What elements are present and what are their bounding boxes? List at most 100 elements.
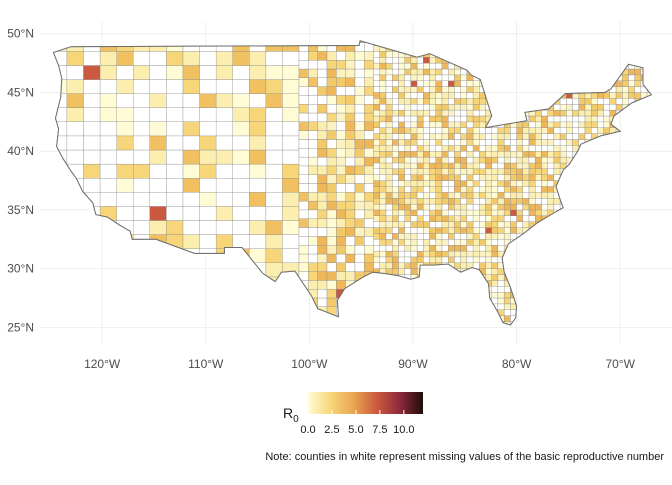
county	[622, 139, 629, 146]
county	[317, 165, 328, 175]
county	[628, 86, 635, 93]
county	[282, 248, 300, 263]
county	[454, 291, 461, 299]
county	[392, 321, 399, 326]
county	[166, 276, 184, 292]
county	[572, 62, 579, 70]
county	[441, 104, 449, 111]
county	[410, 291, 418, 299]
county	[622, 309, 629, 316]
county	[578, 151, 586, 158]
county	[479, 280, 486, 287]
county	[541, 239, 548, 246]
county	[485, 40, 492, 46]
county	[640, 109, 648, 117]
county	[516, 215, 523, 222]
county	[423, 250, 430, 258]
county	[385, 245, 393, 252]
county	[423, 198, 430, 205]
county	[373, 92, 380, 99]
county	[547, 162, 555, 169]
county	[485, 86, 492, 93]
county	[336, 148, 346, 158]
county	[628, 139, 635, 146]
county	[535, 315, 542, 322]
county	[336, 218, 346, 228]
county	[566, 198, 573, 205]
county	[466, 133, 474, 140]
county	[528, 156, 536, 164]
county	[615, 256, 623, 263]
county	[116, 234, 134, 249]
county	[373, 250, 380, 258]
county	[504, 198, 511, 205]
county	[199, 248, 217, 263]
county	[634, 209, 642, 216]
county	[646, 303, 652, 310]
county	[603, 40, 610, 46]
county	[479, 62, 486, 70]
county	[522, 145, 530, 152]
county	[392, 291, 399, 299]
county	[479, 203, 486, 211]
county	[479, 156, 486, 164]
county	[497, 268, 505, 275]
county	[410, 121, 418, 128]
county	[566, 68, 573, 76]
county	[460, 280, 467, 287]
county	[584, 315, 592, 322]
county	[385, 121, 393, 128]
county	[622, 121, 629, 128]
county	[491, 221, 499, 228]
county	[591, 115, 598, 123]
county	[634, 151, 642, 158]
county	[83, 149, 101, 165]
county	[572, 127, 579, 134]
county	[472, 192, 480, 199]
county	[385, 227, 393, 234]
county	[553, 121, 561, 128]
county	[640, 221, 648, 228]
county	[66, 93, 84, 108]
county	[504, 145, 511, 152]
county	[354, 68, 365, 78]
county	[345, 297, 356, 307]
county	[265, 40, 283, 52]
county	[373, 297, 380, 305]
county	[265, 319, 283, 326]
county	[454, 297, 461, 305]
county	[584, 51, 592, 58]
county	[215, 65, 233, 80]
county	[615, 215, 623, 222]
county	[660, 192, 666, 198]
county	[364, 121, 374, 131]
county	[622, 74, 629, 81]
county	[559, 109, 567, 117]
county	[466, 127, 474, 134]
county	[385, 233, 393, 240]
county	[541, 68, 548, 76]
county	[559, 321, 567, 326]
county	[410, 297, 418, 305]
county	[410, 286, 418, 293]
county	[491, 315, 499, 322]
county	[416, 62, 424, 70]
county	[597, 274, 604, 281]
county	[578, 262, 586, 269]
county	[591, 198, 598, 205]
county	[66, 304, 84, 320]
county	[429, 186, 436, 193]
county	[542, 327, 548, 333]
county	[497, 180, 505, 187]
county	[416, 186, 424, 193]
county	[559, 98, 567, 105]
county	[326, 227, 337, 237]
county	[497, 209, 505, 216]
county	[528, 104, 536, 111]
county	[466, 51, 474, 58]
county	[404, 45, 412, 52]
county	[516, 57, 523, 64]
county	[473, 327, 479, 333]
county	[491, 209, 499, 216]
county	[429, 268, 436, 275]
